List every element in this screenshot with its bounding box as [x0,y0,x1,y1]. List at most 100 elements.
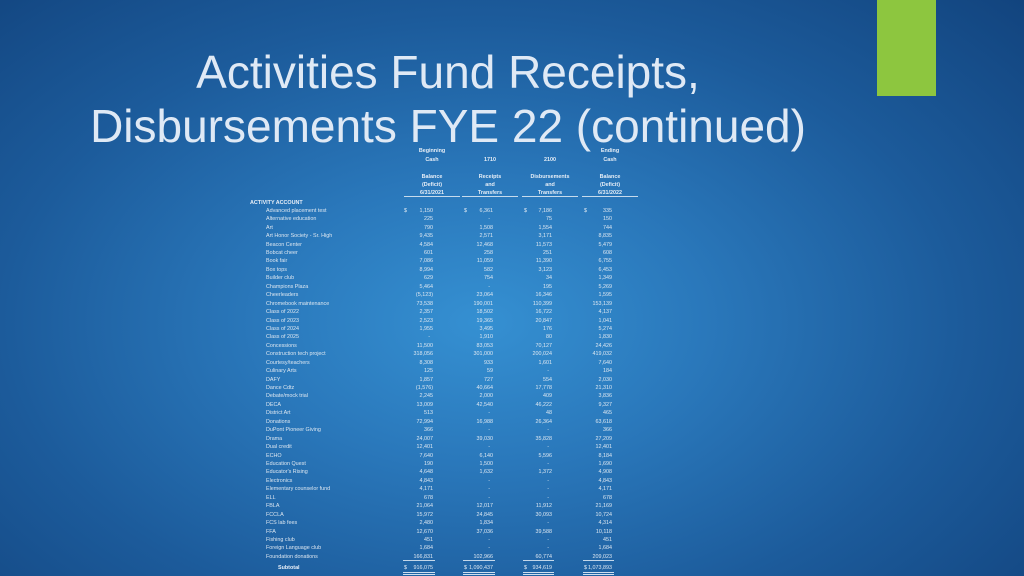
disbursements-transfers-header: Transfers [522,189,578,197]
beginning-balance-cell: 678 [424,494,433,501]
disbursements-transfers-cell: 35,828 [535,435,553,442]
receipts-transfers-cell: 582 [484,266,493,273]
ending-balance-cell: 335 [603,207,612,214]
receipts-transfers-cell: 102,966 [463,553,495,562]
disbursements-transfers-cell: 200,024 [532,351,553,358]
disbursements-transfers-cell: - [547,368,549,375]
receipts-transfers-cell: - [488,444,490,451]
account-name: Dual credit [266,444,292,451]
beginning-balance-cell: 12,401 [416,444,434,451]
disbursements-transfers-cell: 7,186 [538,207,553,214]
ending-balance-cell: 5,269 [598,283,613,290]
ending-balance-cell: 10,118 [595,528,612,535]
account-name: Alternative education [266,216,317,223]
beginning-balance-cell: 11,500 [416,342,433,349]
receipts-transfers-cell: 39,030 [476,435,494,442]
receipts-transfers-cell: 37,036 [476,528,494,535]
account-name: Class of 2024 [266,325,299,332]
beginning-balance-cell: 318,056 [413,351,434,358]
account-name: Foundation donations [266,553,318,560]
beginning-balance-cell: 9,435 [419,233,434,240]
disbursements-transfers-cell: - [547,494,549,501]
receipts-transfers-cell: 1,500 [479,461,494,467]
beginning-balance-cell: (5,123) [415,292,433,299]
disbursements-transfers-cell: 409 [543,393,552,400]
beginning-balance-cell: 4,584 [419,241,434,248]
beginning-balance-header: (Deficit) [421,182,443,188]
currency-symbol: $ [464,207,467,214]
disbursements-transfers-cell: 11,390 [535,258,552,265]
ending-balance-cell: 4,908 [598,469,613,476]
receipts-transfers-cell: 24,845 [476,511,494,518]
disbursements-transfers-cell: 1,601 [538,359,553,366]
ending-balance-cell: 6,453 [598,266,613,273]
disbursements-transfers-cell: - [547,444,549,451]
receipts-transfers-cell: 190,001 [473,300,494,307]
account-name: Foreign Language club [266,545,322,552]
receipts-transfers-cell: 933 [484,359,493,366]
disbursements-transfers-cell: 16,722 [535,309,553,316]
ending-balance-cell: 4,314 [598,520,613,527]
beginning-balance-cell: 125 [424,368,433,375]
disbursements-transfers-cell: 11,573 [535,241,552,248]
beginning-balance-cell: (1,576) [415,385,433,392]
receipts-transfers-cell: 83,053 [476,342,494,349]
ending-balance-cell: 153,139 [592,300,613,307]
beginning-balance-cell: 5,464 [419,283,434,290]
beginning-balance-cell: 1,857 [419,376,434,383]
disbursements-transfers-cell: 554 [543,376,552,383]
receipts-transfers-header: Receipts [478,174,502,180]
beginning-balance-cell: 451 [424,536,433,543]
ending-balance-cell: 7,640 [598,359,613,366]
account-name: DuPont Pioneer Giving [266,427,321,434]
beginning-balance-header: 6/31/2021 [404,189,460,197]
disbursements-transfers-cell: 46,222 [535,401,553,408]
disbursements-transfers-header: 2100 [544,157,556,163]
receipts-transfers-cell: - [488,283,490,290]
account-name: Box tops [266,266,287,273]
ending-balance-header: Cash [603,157,617,163]
disbursements-transfers-cell: - [547,461,549,467]
ending-balance-cell: 4,171 [598,486,613,493]
account-name: Beacon Center [266,241,302,248]
beginning-balance-cell: 12,670 [416,528,434,535]
slide-title: Activities Fund Receipts, Disbursements … [40,45,856,153]
section-label: ACTIVITY ACCOUNT [250,200,303,206]
account-name: Book fair [266,258,288,265]
account-name: District Art [266,410,291,417]
disbursements-transfers-cell: 16,346 [535,292,553,299]
account-name: Drama [266,435,283,442]
disbursements-transfers-cell: - [547,536,549,543]
beginning-balance-cell: 13,009 [416,401,434,408]
receipts-transfers-cell: - [488,494,490,501]
ending-balance-cell: 21,169 [595,503,613,510]
account-name: Debate/mock trial [266,393,308,400]
ending-balance-cell: 1,349 [598,275,613,282]
beginning-balance-cell: 225 [424,216,433,223]
receipts-transfers-cell: - [488,486,490,493]
account-name: ECHO [266,452,282,459]
disbursements-transfers-cell: 110,399 [532,300,552,307]
disbursements-transfers-cell: 195 [543,283,552,290]
beginning-balance-cell: 72,994 [416,418,434,425]
disbursements-transfers-cell: 75 [546,216,552,223]
ending-balance-header: Balance [599,174,621,180]
receipts-transfers-cell: 258 [484,250,493,256]
beginning-balance-header: Balance [421,174,443,180]
account-name: Class of 2023 [266,317,299,324]
receipts-transfers-cell: 18,502 [476,309,494,316]
receipts-transfers-cell: 59 [487,368,493,375]
receipts-transfers-cell: - [488,410,490,417]
account-name: Champions Plaza [266,283,309,290]
ending-balance-cell: 4,137 [598,309,613,316]
ending-balance-cell: 8,184 [598,452,613,459]
beginning-balance-cell: 1,684 [419,545,434,552]
beginning-balance-cell: 2,523 [419,317,434,324]
ending-balance-cell: 5,274 [598,325,613,332]
ending-balance-cell: 419,032 [592,351,613,358]
ending-balance-cell: 24,426 [595,342,613,349]
receipts-transfers-cell: 3,495 [479,325,494,332]
disbursements-transfers-cell: 30,093 [535,511,553,518]
beginning-balance-cell: - [428,334,430,341]
